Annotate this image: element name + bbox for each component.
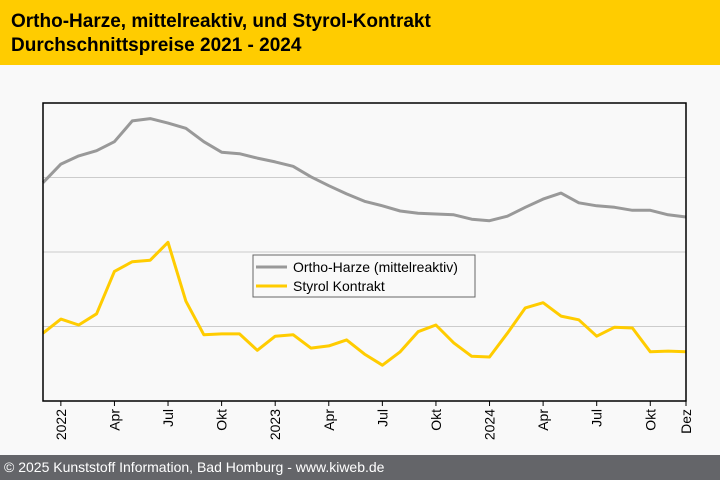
legend-label-ortho: Ortho-Harze (mittelreaktiv) [293, 259, 458, 275]
x-tick-label: Apr [321, 409, 337, 431]
legend: Ortho-Harze (mittelreaktiv) Styrol Kontr… [252, 254, 476, 298]
plot-frame [42, 102, 687, 402]
chart-subtitle: Durchschnittspreise 2021 - 2024 [11, 35, 302, 56]
x-tick-label: Apr [535, 409, 551, 431]
x-tick-label: Okt [214, 409, 230, 431]
x-tick-label: 2022 [53, 409, 69, 440]
x-tick-label: Jul [160, 409, 176, 427]
x-tick-label: Apr [106, 409, 122, 431]
x-axis: 2022 Apr Jul Okt 2023 Apr Jul Okt 2024 Apr Jul Okt D… [53, 401, 694, 440]
x-tick-label: 2023 [267, 409, 283, 440]
x-tick-label: 2024 [482, 409, 498, 440]
legend-label-styrol: Styrol Kontrakt [293, 278, 385, 294]
line-chart: 2022 Apr Jul Okt 2023 Apr Jul Okt 2024 Apr Jul Okt D… [41, 102, 694, 440]
legend-box [252, 254, 476, 298]
footer: © 2025 Kunststoff Information, Bad Hombu… [0, 455, 720, 480]
x-tick-label: Jul [589, 409, 605, 427]
gridlines [43, 177, 686, 327]
series-line-ortho [41, 117, 687, 223]
title-banner: Ortho-Harze, mittelreaktiv, und Styrol-K… [0, 0, 720, 65]
series-lines [41, 117, 687, 367]
copyright-text: © 2025 Kunststoff Information, Bad Hombu… [4, 459, 385, 475]
x-tick-label: Okt [642, 409, 658, 431]
x-tick-label: Okt [428, 409, 444, 431]
chart-title: Ortho-Harze, mittelreaktiv, und Styrol-K… [11, 11, 431, 32]
x-tick-label: Dez [678, 409, 694, 434]
x-tick-label: Jul [374, 409, 390, 427]
